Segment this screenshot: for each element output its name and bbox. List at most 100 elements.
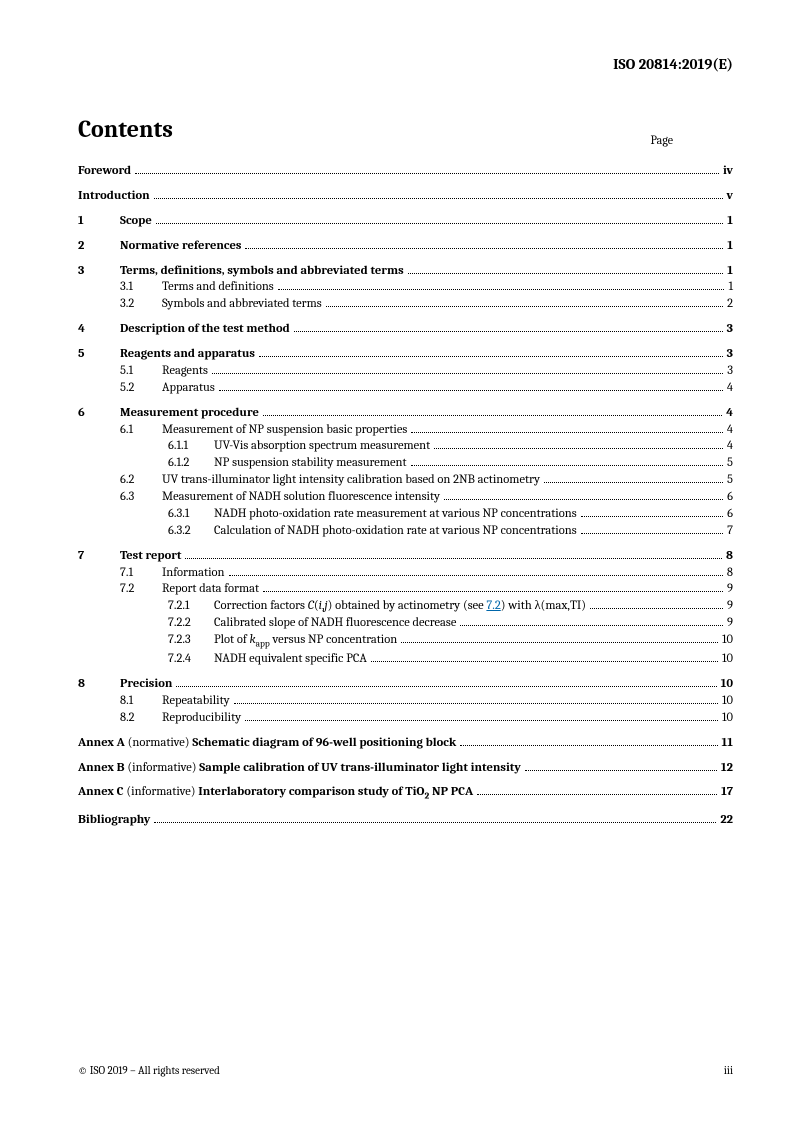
- toc-row[interactable]: 8Precision10: [78, 676, 733, 693]
- toc-row[interactable]: 3.2Symbols and abbreviated terms2: [78, 296, 733, 313]
- toc-title: NP suspension stability measurement: [214, 455, 409, 472]
- toc-block: 6Measurement procedure46.1Measurement of…: [78, 405, 733, 540]
- toc-page-number: 4: [725, 438, 733, 455]
- toc-page-number: v: [725, 188, 734, 205]
- toc-row[interactable]: 4Description of the test method3: [78, 321, 733, 338]
- toc-page-number: 3: [725, 363, 733, 380]
- toc-block: Introductionv: [78, 188, 733, 205]
- toc-page-number: iv: [721, 163, 733, 180]
- toc-title: NADH photo-oxidation rate measurement at…: [214, 506, 579, 523]
- toc-block: 3Terms, definitions, symbols and abbrevi…: [78, 263, 733, 314]
- toc-page-number: 10: [720, 693, 733, 710]
- toc-leader-dots: [444, 499, 723, 500]
- toc-block: Annex B (informative) Sample calibration…: [78, 760, 733, 777]
- toc-title: Reagents: [162, 363, 210, 380]
- toc-leader-dots: [411, 465, 724, 466]
- toc-page-number: 9: [725, 598, 733, 615]
- toc-row[interactable]: 3Terms, definitions, symbols and abbrevi…: [78, 263, 733, 280]
- toc-title: Normative references: [120, 238, 243, 255]
- toc-title: NADH equivalent specific PCA: [214, 651, 369, 668]
- toc-title: Annex A (normative) Schematic diagram of…: [78, 735, 458, 752]
- toc-leader-dots: [581, 533, 723, 534]
- toc-number: 6.2: [120, 472, 162, 489]
- toc-leader-dots: [135, 173, 719, 174]
- toc-page-number: 10: [720, 651, 733, 668]
- toc-number: 5: [78, 346, 120, 363]
- toc-title: Test report: [120, 548, 183, 565]
- toc-page-number: 10: [720, 632, 733, 649]
- toc-number: 3: [78, 263, 120, 280]
- toc-leader-dots: [590, 608, 723, 609]
- toc-row[interactable]: 2Normative references1: [78, 238, 733, 255]
- page-footer: © ISO 2019 – All rights reserved iii: [78, 1064, 733, 1077]
- toc-row[interactable]: 5Reagents and apparatus3: [78, 346, 733, 363]
- page-column-label: Page: [651, 133, 673, 147]
- toc-leader-dots: [263, 591, 723, 592]
- toc-row[interactable]: Foreword iv: [78, 163, 733, 180]
- toc-title: Description of the test method: [120, 321, 292, 338]
- toc-row[interactable]: 7.2.4NADH equivalent specific PCA 10: [78, 651, 733, 668]
- toc-page-number: 9: [725, 615, 733, 632]
- toc-leader-dots: [229, 575, 723, 576]
- toc-leader-dots: [525, 770, 717, 771]
- toc-block: 5Reagents and apparatus35.1Reagents 35.2A…: [78, 346, 733, 397]
- toc-number: 4: [78, 321, 120, 338]
- toc-title: Terms and definitions: [162, 279, 276, 296]
- toc-number: 6.1.2: [168, 455, 214, 472]
- toc-title: Plot of kapp versus NP concentration: [214, 632, 399, 651]
- toc-number: 3.2: [120, 296, 162, 313]
- toc-title: UV-Vis absorption spectrum measurement: [214, 438, 432, 455]
- toc-title: Symbols and abbreviated terms: [162, 296, 324, 313]
- toc-row[interactable]: 6.1.2NP suspension stability measurement…: [78, 455, 733, 472]
- toc-number: 6.1: [120, 422, 162, 439]
- toc-row[interactable]: 6Measurement procedure4: [78, 405, 733, 422]
- toc-row[interactable]: 6.1.1UV-Vis absorption spectrum measurem…: [78, 438, 733, 455]
- toc-row[interactable]: Annex B (informative) Sample calibration…: [78, 760, 733, 777]
- toc-title: Precision: [120, 676, 174, 693]
- toc-row[interactable]: 6.2UV trans-illuminator light intensity …: [78, 472, 733, 489]
- toc-row[interactable]: 7.2Report data format9: [78, 581, 733, 598]
- toc-number: 7: [78, 548, 120, 565]
- toc-block: 2Normative references1: [78, 238, 733, 255]
- toc-leader-dots: [176, 686, 716, 687]
- toc-row[interactable]: 6.3Measurement of NADH solution fluoresc…: [78, 489, 733, 506]
- toc-leader-dots: [460, 625, 723, 626]
- toc-row[interactable]: 6.3.1NADH photo-oxidation rate measureme…: [78, 506, 733, 523]
- table-of-contents: Foreword iv Introductionv 1Scope1 2Normative…: [78, 163, 733, 828]
- toc-title: UV trans-illuminator light intensity cal…: [162, 472, 542, 489]
- toc-row[interactable]: 6.3.2Calculation of NADH photo-oxidation…: [78, 523, 733, 540]
- toc-title: Report data format: [162, 581, 261, 598]
- toc-row[interactable]: 5.2Apparatus4: [78, 380, 733, 397]
- toc-row[interactable]: 7.1Information8: [78, 565, 733, 582]
- toc-number: 7.1: [120, 565, 162, 582]
- toc-title: Foreword: [78, 163, 133, 180]
- toc-row[interactable]: Annex A (normative) Schematic diagram of…: [78, 735, 733, 752]
- toc-page-number: 22: [718, 812, 733, 829]
- toc-row[interactable]: 6.1Measurement of NP suspension basic pr…: [78, 422, 733, 439]
- toc-row[interactable]: 8.2Reproducibility10: [78, 710, 733, 727]
- toc-block: Bibliography22: [78, 812, 733, 829]
- toc-row[interactable]: Introductionv: [78, 188, 733, 205]
- toc-number: 7.2.4: [168, 651, 214, 668]
- toc-row[interactable]: 7Test report8: [78, 548, 733, 565]
- toc-row[interactable]: Annex C (informative) Interlaboratory co…: [78, 784, 733, 803]
- toc-title: Measurement of NADH solution fluorescenc…: [162, 489, 442, 506]
- toc-title: Measurement procedure: [120, 405, 261, 422]
- toc-page-number: 11: [720, 735, 733, 752]
- toc-row[interactable]: 7.2.3Plot of kapp versus NP concentratio…: [78, 632, 733, 651]
- toc-row[interactable]: 3.1Terms and definitions1: [78, 279, 733, 296]
- toc-leader-dots: [434, 448, 723, 449]
- footer-copyright: © ISO 2019 – All rights reserved: [78, 1064, 220, 1077]
- toc-page-number: 1: [725, 263, 733, 280]
- toc-number: 5.1: [120, 363, 162, 380]
- toc-title: Reagents and apparatus: [120, 346, 257, 363]
- toc-row[interactable]: 7.2.2Calibrated slope of NADH fluorescen…: [78, 615, 733, 632]
- toc-number: 8.2: [120, 710, 162, 727]
- toc-row[interactable]: Bibliography22: [78, 812, 733, 829]
- toc-block: Foreword iv: [78, 163, 733, 180]
- toc-row[interactable]: 1Scope1: [78, 213, 733, 230]
- toc-row[interactable]: 5.1Reagents 3: [78, 363, 733, 380]
- toc-row[interactable]: 8.1Repeatability10: [78, 693, 733, 710]
- toc-row[interactable]: 7.2.1Correction factors C(i,j) obtained …: [78, 598, 733, 615]
- toc-leader-dots: [477, 794, 717, 795]
